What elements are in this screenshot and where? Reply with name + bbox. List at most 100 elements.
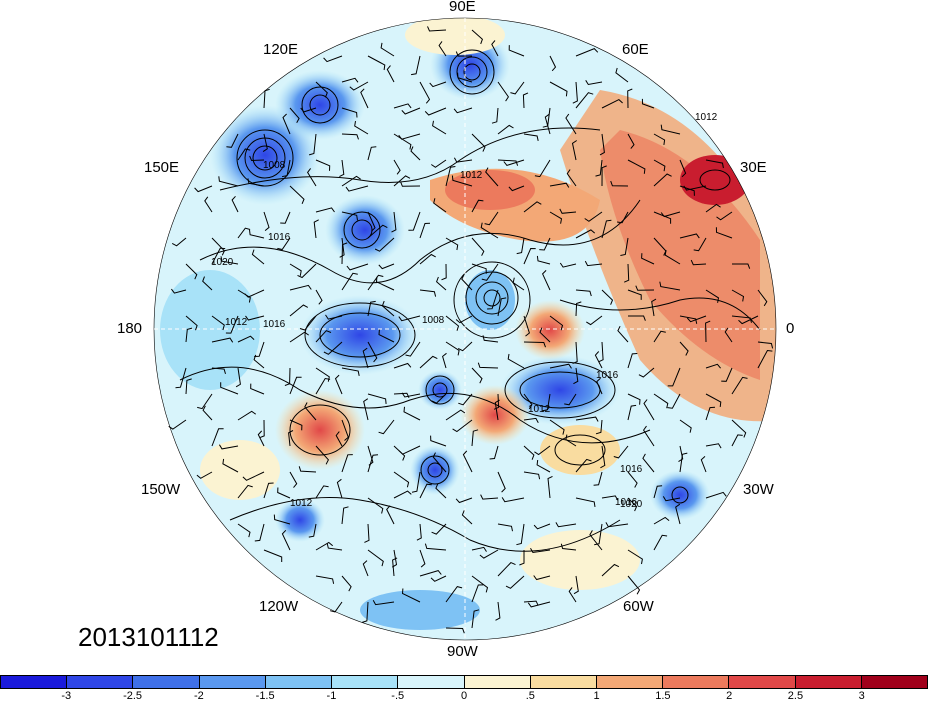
wind-barb [560,543,577,551]
wind-barb [573,575,579,595]
wind-barb [367,454,379,473]
wind-barb [410,146,421,161]
wind-barb [462,450,473,473]
wind-barb [584,211,603,222]
wind-barb [329,601,343,613]
wind-barb [237,148,251,161]
wind-barb [289,419,303,431]
wind-barb [523,417,539,424]
wind-barb [211,367,226,375]
wind-barb [512,277,525,291]
wind-barb [627,549,643,565]
wind-barb [571,140,577,161]
wind-barb [211,337,234,343]
colorbar-tick-label: -2 [193,690,204,702]
wind-barb [315,367,330,382]
wind-barb [455,497,473,504]
wind-barb [555,522,577,528]
wind-barb [539,327,551,343]
wind-barb [516,237,525,255]
wind-barb [367,146,377,161]
wind-barb [430,575,447,582]
wind-barb [510,81,525,95]
wind-barb [249,155,265,162]
wind-barb [346,263,369,271]
wind-barb [315,207,335,213]
contour-label: 1012 [225,317,248,328]
wind-barb [572,341,578,365]
wind-barb [231,195,239,213]
wind-barb [523,315,530,337]
wind-barb [575,229,596,239]
colorbar-tick-label: -.5 [391,690,405,702]
wind-barb [435,483,447,499]
wind-barb [403,406,421,421]
wind-barb [220,382,239,395]
wind-barb [679,159,687,178]
wind-barb [482,335,499,343]
wind-barb [503,159,525,166]
wind-barb [536,459,551,473]
contour-label: 1008 [263,160,286,171]
wind-barb [523,133,539,142]
wind-barb [168,419,187,430]
colorbar-tick-label: 3 [858,690,865,702]
wind-barb [442,352,447,369]
wind-barb [534,445,551,456]
wind-barb [367,497,384,514]
colorbar-cell [795,676,862,688]
wind-barb [251,249,265,265]
contour-label: 1016 [263,319,286,330]
wind-barb [393,103,412,109]
wind-barb [542,393,551,412]
wind-barb [277,237,291,251]
wind-barb [171,288,187,294]
contour-label: 1012 [695,112,718,123]
wind-barb [341,575,352,592]
wind-barb [615,67,629,83]
wind-barb [519,550,525,566]
wind-barb [643,399,655,421]
wind-barb [431,393,447,404]
wind-barb [653,133,666,145]
wind-barb [245,315,265,321]
wind-barb [731,315,752,323]
wind-barb [386,505,395,525]
wind-barb [705,203,721,213]
wind-barb [431,159,447,168]
colorbar-cell [67,676,134,688]
wind-barb [289,471,298,488]
wind-barb [211,428,224,447]
wind-barb [339,159,345,178]
wind-barb [705,363,721,369]
wind-barb [445,409,466,421]
wind-barb [516,523,525,546]
wind-barb [204,196,213,213]
wind-barb [222,458,239,473]
wind-barb [433,198,447,213]
wind-barb [284,367,291,386]
wind-barb [185,378,192,395]
wind-barb [542,270,551,291]
wind-barb [601,563,620,577]
contour-label: 1020 [211,257,234,268]
wind-barb [304,402,317,421]
wind-barb [627,88,633,109]
wind-barb [471,575,489,593]
wind-barb [453,107,473,114]
wind-barb [489,445,499,460]
wind-barb [471,367,483,384]
wind-barb [721,367,733,382]
wind-barb [429,81,447,88]
wind-barb [481,263,499,281]
wind-barb [678,445,684,463]
colorbar-cell [729,676,796,688]
wind-barb [599,133,605,156]
wind-barb [497,159,519,166]
wind-barb [601,165,607,187]
wind-barb [642,453,655,473]
wind-barb [627,159,646,174]
wind-barb [627,133,635,149]
wind-barb [662,496,681,502]
wind-barb [401,107,421,115]
